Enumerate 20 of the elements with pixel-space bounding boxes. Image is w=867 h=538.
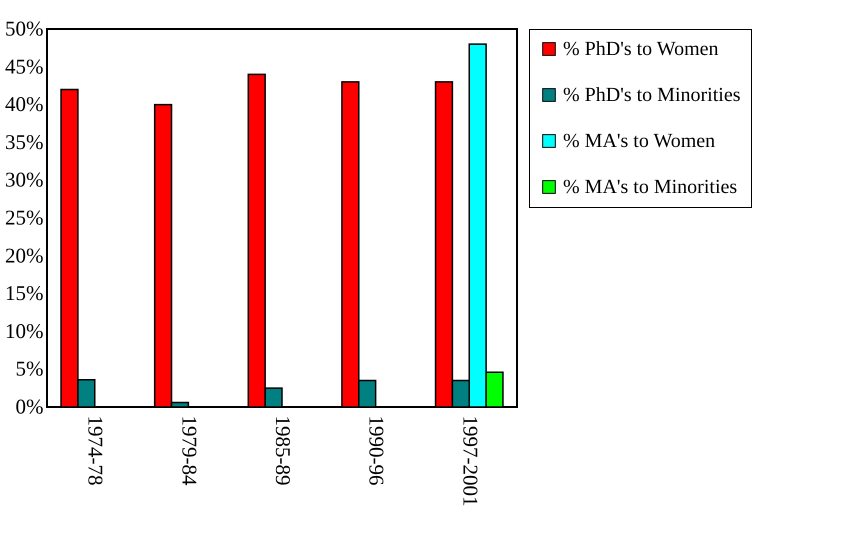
y-tick-label: 10% bbox=[5, 318, 44, 343]
x-tick-label: 1979-84 bbox=[177, 416, 202, 486]
y-tick-label: 30% bbox=[5, 168, 44, 192]
y-tick-label: 40% bbox=[5, 92, 44, 116]
legend-label: % MA's to Women bbox=[563, 130, 716, 152]
x-tick-label: 1997-2001 bbox=[458, 416, 482, 506]
legend-label: % PhD's to Women bbox=[563, 38, 719, 60]
legend-label: % MA's to Minorities bbox=[563, 176, 738, 198]
x-tick-label: 1990-96 bbox=[364, 416, 389, 486]
x-tick-label: 1985-89 bbox=[271, 416, 295, 486]
y-tick-label: 15% bbox=[5, 281, 44, 306]
y-tick-label: 45% bbox=[5, 54, 44, 78]
legend-label: % PhD's to Minorities bbox=[563, 84, 741, 106]
y-tick-label: 5% bbox=[16, 356, 44, 381]
y-tick-label: 35% bbox=[5, 130, 44, 154]
y-tick-label: 20% bbox=[5, 243, 44, 268]
y-tick-label: 25% bbox=[5, 206, 44, 230]
x-tick-label: 1974-78 bbox=[84, 416, 108, 486]
y-tick-label: 50% bbox=[5, 16, 44, 40]
y-tick-label: 0% bbox=[16, 394, 44, 418]
